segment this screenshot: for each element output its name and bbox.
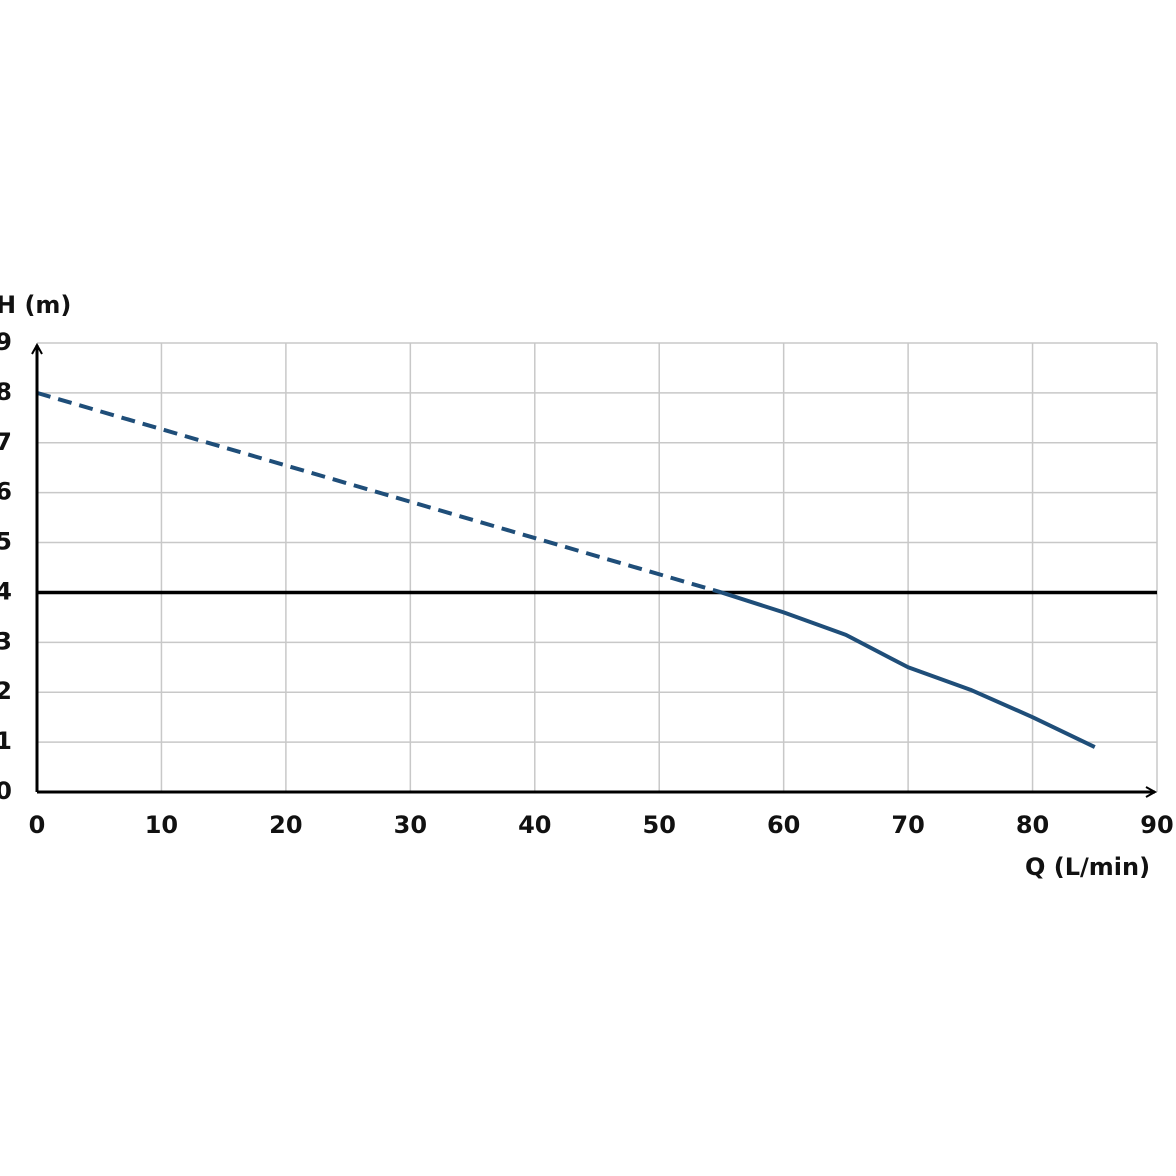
x-tick-label: 60 (767, 811, 800, 839)
x-tick-label: 40 (518, 811, 551, 839)
line-series (36, 390, 723, 595)
y-tick-label: 0 (0, 777, 12, 805)
x-tick-label: 10 (145, 811, 178, 839)
y-tick-label: 1 (0, 727, 12, 755)
y-tick-label: 4 (0, 577, 12, 605)
grid (36, 342, 1158, 793)
x-axis-label: Q (L/min) (1025, 853, 1150, 881)
y-axis-label: H (m) (0, 291, 71, 319)
y-tick-label: 5 (0, 528, 12, 556)
plot-area (36, 390, 1157, 749)
x-tick-label: 20 (269, 811, 302, 839)
y-tick-label: 8 (0, 378, 12, 406)
line-series (720, 590, 1096, 749)
y-tick-label: 2 (0, 677, 12, 705)
y-tick-label: 9 (0, 328, 12, 356)
x-tick-label: 30 (394, 811, 427, 839)
x-tick-label: 50 (643, 811, 676, 839)
x-tick-label: 0 (29, 811, 46, 839)
x-tick-label: 80 (1016, 811, 1049, 839)
x-tick-label: 90 (1140, 811, 1173, 839)
y-tick-label: 7 (0, 428, 12, 456)
x-tick-label: 70 (891, 811, 924, 839)
y-tick-label: 6 (0, 478, 12, 506)
y-tick-label: 3 (0, 627, 12, 655)
